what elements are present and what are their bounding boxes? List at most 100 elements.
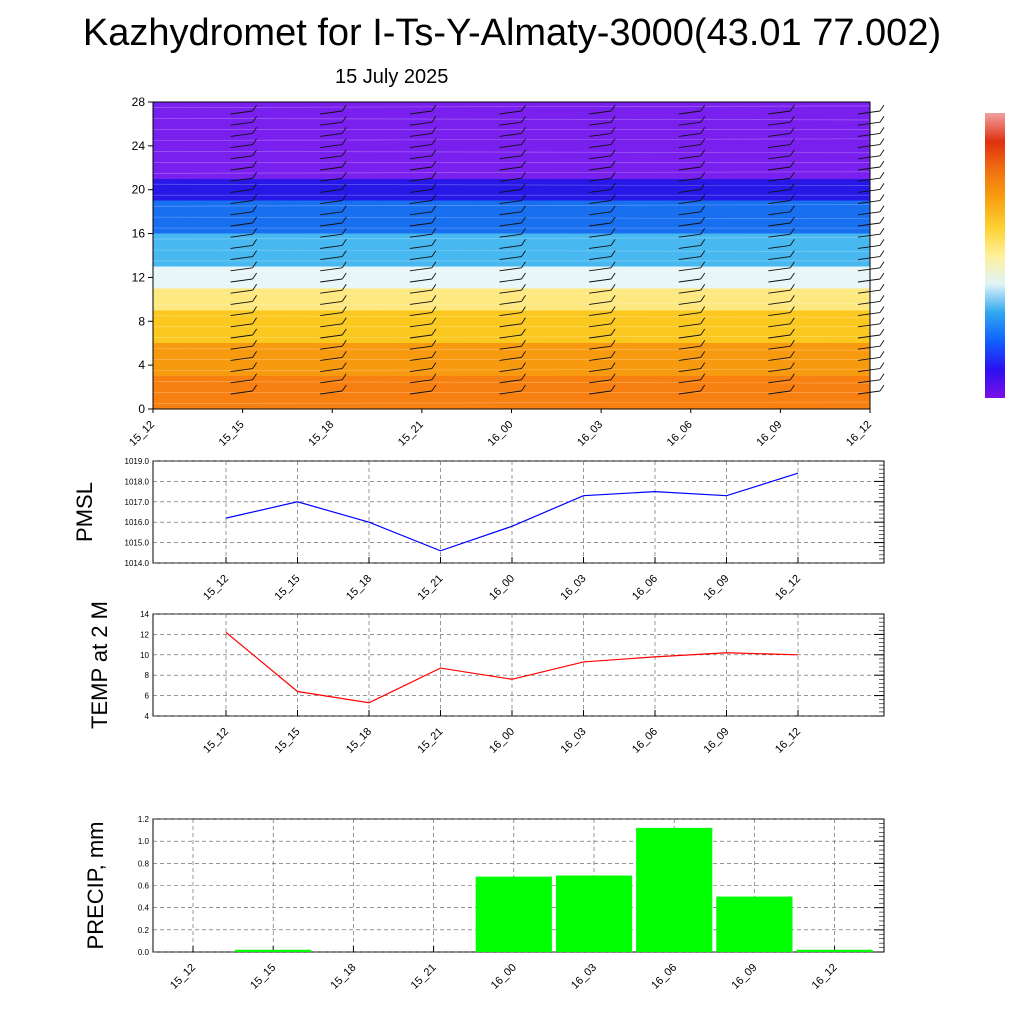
wind-barb	[230, 334, 253, 339]
wind-barb-flag	[790, 272, 795, 280]
wind-barb	[320, 356, 343, 361]
wind-barb-flag	[610, 384, 616, 392]
wind-barb	[409, 323, 432, 328]
wind-barb	[320, 390, 343, 395]
wind-barb-flag	[341, 283, 347, 291]
wind-barb-flag	[610, 261, 616, 269]
wind-barb	[857, 379, 881, 384]
x-tick-label: 15_15	[273, 573, 303, 603]
wind-barb	[678, 312, 701, 317]
wind-barb-flag	[610, 194, 616, 201]
wind-barb-flag	[879, 351, 885, 358]
wind-barb-flag	[879, 373, 885, 381]
wind-barb-flag	[431, 104, 437, 112]
x-tick-label: 16_00	[489, 962, 519, 992]
contour-line	[152, 270, 871, 273]
wind-barb-flag	[521, 127, 526, 134]
wind-barb	[409, 334, 432, 339]
wind-barb-flag	[700, 149, 706, 157]
y-tick-label: 1018.0	[125, 477, 150, 486]
wind-barb-flag	[700, 104, 706, 112]
wind-barb	[499, 368, 522, 373]
wind-barb	[768, 300, 791, 305]
x-tick-label: 16_03	[569, 962, 599, 992]
wind-barb-flag	[610, 328, 616, 336]
y-tick-label: 16	[132, 227, 146, 241]
wind-barb	[678, 110, 701, 115]
wind-barb-flag	[700, 138, 706, 145]
wind-barb-flag	[521, 183, 526, 190]
contour-line	[152, 138, 871, 141]
wind-barb-flag	[610, 183, 616, 190]
wind-barb-flag	[521, 351, 526, 358]
wind-barb	[499, 356, 522, 361]
wind-barb-flag	[879, 283, 885, 291]
wind-barb	[678, 379, 701, 384]
y-tick-label: 12	[140, 630, 149, 639]
y-tick-label: 28	[132, 95, 146, 109]
wind-barb-flag	[252, 295, 257, 302]
wind-barb-flag	[341, 239, 347, 246]
wind-barb	[589, 323, 612, 328]
wind-barb-flag	[431, 138, 437, 145]
wind-barb	[320, 166, 343, 171]
wind-barb	[320, 289, 343, 294]
wind-barb	[230, 233, 253, 238]
wind-barb-flag	[879, 194, 885, 201]
wind-barb-flag	[252, 171, 257, 179]
wind-barb	[857, 132, 881, 137]
wind-barb-flag	[610, 373, 616, 381]
wind-barb-flag	[341, 104, 347, 112]
wind-barb-flag	[341, 362, 347, 369]
wind-barb-flag	[790, 317, 795, 325]
wind-barb-flag	[700, 362, 706, 369]
x-tick-label: 16_09	[702, 726, 732, 756]
wind-barb-column	[320, 104, 347, 395]
wind-barb	[857, 334, 881, 339]
wind-barb-flag	[521, 205, 526, 213]
x-tick-label: 15_12	[168, 962, 198, 992]
wind-barb-flag	[431, 149, 437, 157]
wind-barb-flag	[341, 306, 347, 313]
wind-barb-flag	[431, 328, 437, 336]
wind-barb-flag	[879, 261, 885, 269]
wind-barb-flag	[521, 272, 526, 280]
wind-barb-flag	[431, 171, 437, 179]
wind-barb	[857, 144, 881, 149]
y-tick-label: 1015.0	[125, 539, 150, 548]
wind-barb-flag	[431, 373, 437, 381]
wind-barb-column	[678, 104, 706, 395]
precip-bar	[796, 949, 873, 952]
wind-barb-flag	[700, 295, 706, 302]
wind-barb	[589, 390, 612, 395]
wind-barb-column	[230, 104, 257, 395]
wind-barb-flag	[879, 127, 885, 134]
wind-barb	[230, 278, 253, 283]
wind-barb-flag	[610, 115, 616, 123]
wind-barb-column	[499, 104, 526, 395]
wind-barb-flag	[610, 205, 616, 213]
precip-bar	[636, 827, 713, 952]
wind-barb-flag	[341, 194, 347, 201]
x-tick-label: 15_21	[416, 726, 446, 756]
wind-barb	[678, 144, 701, 149]
wind-barb-flag	[341, 171, 347, 179]
wind-barb-flag	[252, 362, 257, 369]
wind-barb-flag	[252, 216, 257, 224]
wind-barb-flag	[431, 306, 437, 313]
wind-barb-flag	[610, 362, 616, 369]
x-tick-label: 15_18	[328, 962, 358, 992]
wind-barb	[320, 200, 343, 205]
wind-barb	[857, 390, 881, 395]
wind-barb-flag	[341, 317, 347, 325]
wind-barb-flag	[431, 239, 437, 246]
y-tick-label: 10	[140, 651, 149, 660]
wind-barb	[230, 144, 253, 149]
wind-barb	[857, 256, 881, 261]
wind-barb	[589, 177, 612, 182]
wind-barb	[230, 267, 253, 272]
contour-line	[152, 105, 871, 108]
x-tick-label: 15_21	[416, 573, 446, 603]
wind-barb-flag	[790, 149, 795, 157]
wind-barb-flag	[700, 160, 706, 168]
